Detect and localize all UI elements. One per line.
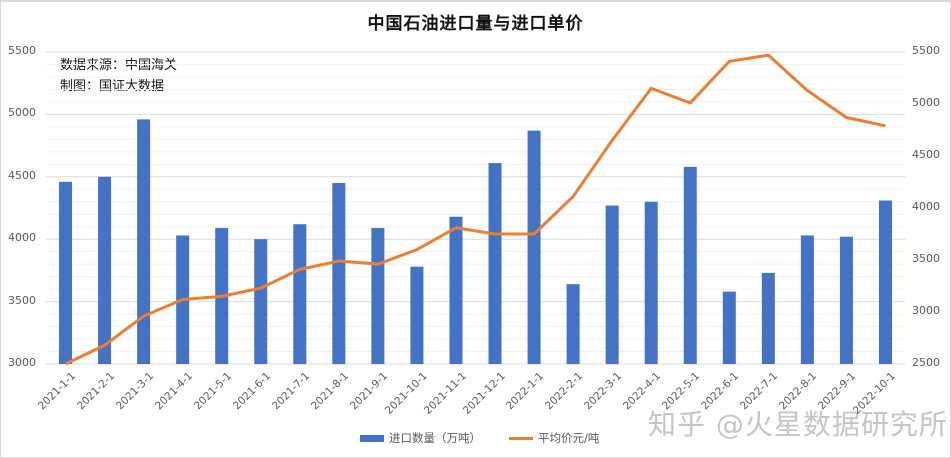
volume-bar	[410, 266, 424, 364]
volume-bar	[839, 236, 853, 364]
volume-bar	[683, 166, 697, 364]
left-y-tick: 5500	[8, 44, 36, 57]
volume-bar	[644, 201, 658, 364]
bar-swatch-icon	[360, 434, 384, 442]
legend: 进口数量（万吨） 平均价元/吨	[360, 430, 627, 446]
volume-bar	[800, 235, 814, 364]
volume-bar	[605, 205, 619, 364]
volume-bar	[449, 216, 463, 364]
legend-item-price: 平均价元/吨	[509, 430, 599, 446]
left-y-tick: 4000	[8, 231, 36, 245]
left-y-tick: 5000	[8, 106, 36, 120]
legend-label-price: 平均价元/吨	[538, 431, 600, 445]
right-y-tick: 3000	[912, 304, 940, 317]
legend-label-volume: 进口数量（万吨）	[389, 431, 481, 445]
author-annotation: 制图：国证大数据	[60, 79, 165, 94]
right-y-tick: 5000	[912, 96, 940, 109]
volume-bar	[137, 119, 151, 364]
volume-bar	[761, 272, 775, 364]
right-y-tick: 4000	[912, 200, 940, 213]
left-y-tick: 4500	[8, 168, 36, 182]
volume-bar	[488, 163, 502, 364]
watermark: 知乎 @火星数据研究所	[648, 408, 948, 441]
price-line	[64, 53, 886, 366]
volume-bar	[98, 176, 112, 364]
volume-bar	[59, 181, 73, 364]
right-y-tick: 4500	[912, 148, 940, 161]
volume-bar	[527, 130, 541, 364]
volume-bar	[722, 291, 736, 364]
volume-bar	[332, 183, 346, 364]
volume-bar	[566, 284, 580, 364]
right-y-tick: 2500	[912, 356, 940, 369]
volume-bar	[371, 227, 385, 364]
volume-bar	[878, 200, 892, 364]
chart-title: 中国石油进口量与进口单价	[367, 14, 584, 34]
volume-bar	[293, 224, 307, 364]
left-y-tick: 3500	[8, 293, 36, 307]
right-y-tick: 3500	[912, 252, 940, 265]
legend-item-volume: 进口数量（万吨）	[360, 430, 481, 446]
left-y-tick: 3000	[8, 356, 36, 369]
right-y-tick: 5500	[912, 44, 940, 57]
source-annotation: 数据来源：中国海关	[60, 58, 178, 73]
volume-bar	[254, 239, 268, 364]
line-swatch-icon	[509, 436, 533, 440]
